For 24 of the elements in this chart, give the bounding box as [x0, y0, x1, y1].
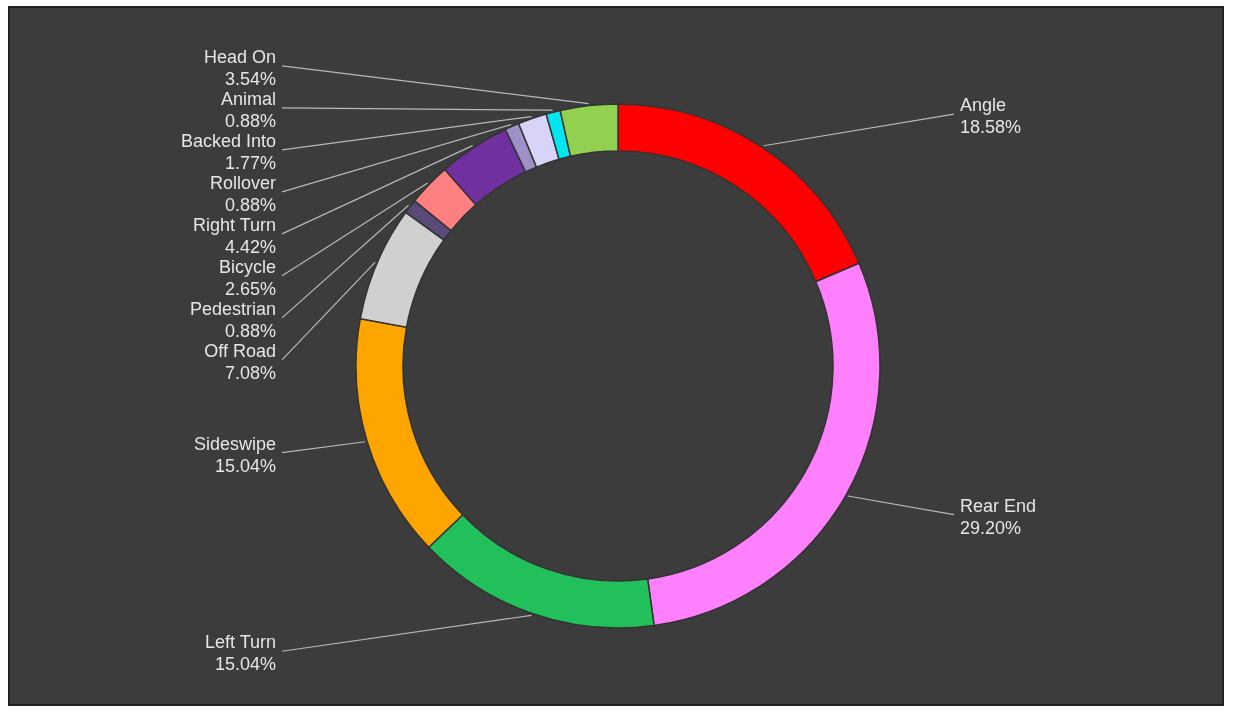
data-label: 18.58% [960, 117, 1022, 138]
data-label: 0.88% [224, 110, 276, 131]
slice-label: Angle [960, 95, 1007, 116]
data-label: 3.54% [224, 68, 276, 89]
slice-label: Rear End [960, 495, 1037, 516]
data-label: 0.88% [224, 320, 276, 341]
slice-label: Rollover [209, 172, 276, 193]
slice-label: Off Road [204, 340, 276, 361]
data-label: 7.08% [224, 362, 276, 383]
data-label: 1.77% [224, 152, 276, 173]
data-label: 4.42% [224, 236, 276, 257]
data-label: 0.88% [224, 194, 276, 215]
slice-label: Left Turn [204, 632, 276, 653]
slice-label: Sideswipe [193, 433, 276, 454]
data-label: 15.04% [214, 455, 276, 476]
slice-label: Animal [220, 88, 276, 109]
slice-label: Head On [203, 46, 276, 67]
slice-label: Backed Into [180, 130, 276, 151]
data-label: 29.20% [960, 517, 1022, 538]
data-label: 15.04% [214, 654, 276, 675]
slice-label: Bicycle [218, 256, 276, 277]
slice-label: Pedestrian [189, 298, 276, 319]
data-label: 2.65% [224, 278, 276, 299]
slice-label: Right Turn [192, 214, 276, 235]
